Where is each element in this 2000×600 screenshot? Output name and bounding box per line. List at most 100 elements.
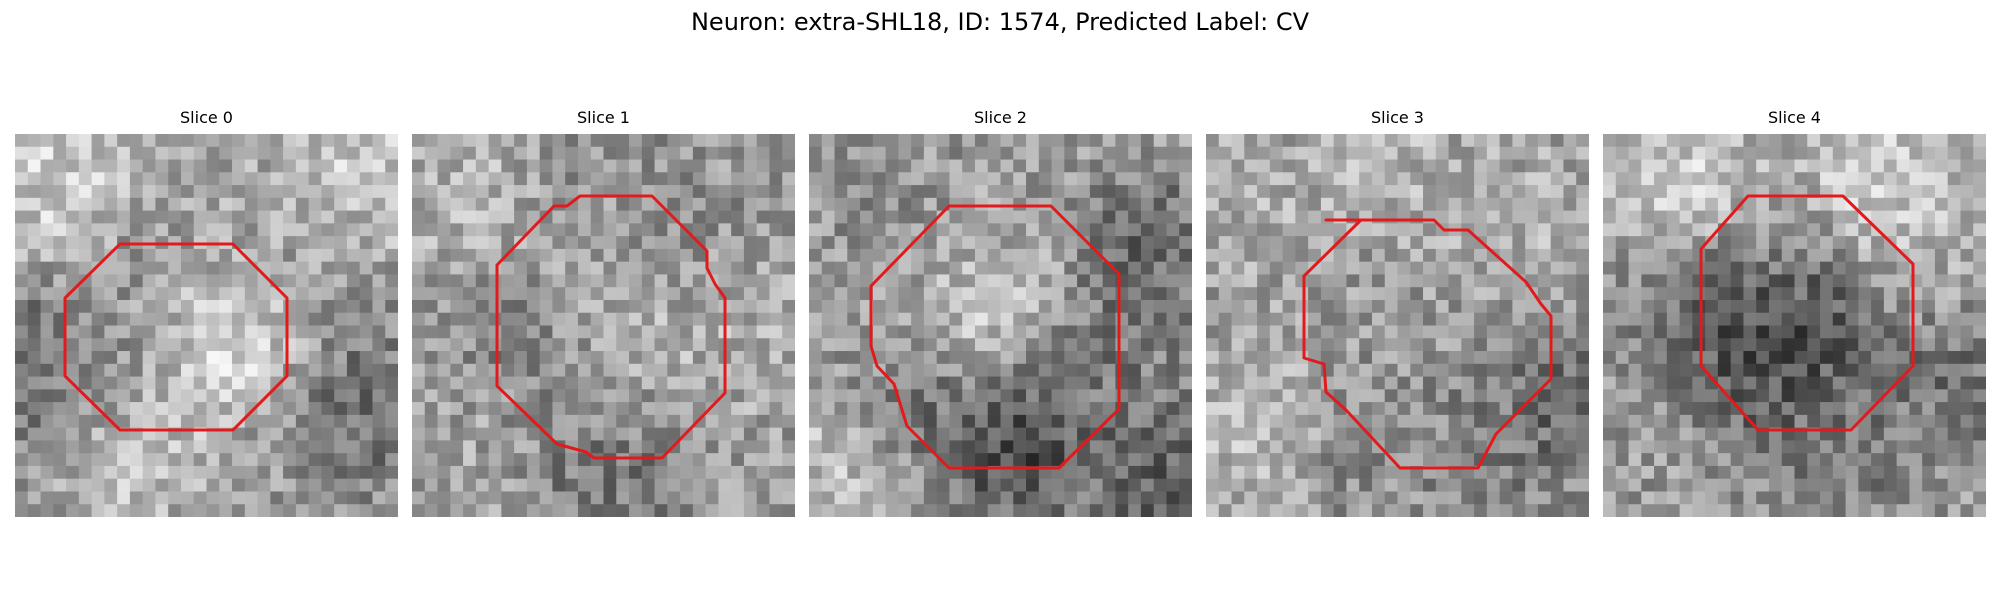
image-pixel: [295, 159, 310, 173]
image-pixel: [1641, 312, 1655, 327]
image-pixel: [1679, 440, 1693, 454]
image-pixel: [1206, 146, 1220, 161]
image-pixel: [295, 134, 310, 148]
image-pixel: [577, 299, 592, 314]
image-pixel: [117, 478, 131, 493]
image-pixel: [1435, 376, 1450, 390]
image-pixel: [1871, 197, 1885, 212]
image-pixel: [359, 325, 374, 339]
image-pixel: [1641, 504, 1655, 517]
image-pixel: [437, 504, 451, 517]
image-pixel: [1128, 197, 1142, 212]
image-pixel: [1346, 236, 1360, 250]
image-pixel: [1128, 453, 1142, 467]
image-pixel: [629, 363, 643, 378]
image-pixel: [1026, 223, 1040, 237]
image-pixel: [1628, 491, 1642, 505]
image-pixel: [1486, 299, 1501, 314]
image-pixel: [117, 299, 131, 314]
image-pixel: [1026, 363, 1040, 378]
image-pixel: [847, 299, 861, 314]
image-pixel: [834, 363, 848, 378]
image-pixel: [809, 146, 823, 161]
image-pixel: [308, 287, 322, 301]
image-pixel: [590, 427, 605, 441]
image-pixel: [117, 504, 131, 517]
image-pixel: [898, 351, 912, 365]
image-pixel: [1038, 312, 1053, 327]
image-pixel: [1128, 159, 1142, 173]
image-pixel: [1089, 402, 1104, 416]
image-pixel: [1448, 172, 1462, 186]
image-pixel: [232, 146, 246, 161]
image-pixel: [244, 210, 259, 224]
image-pixel: [283, 146, 297, 161]
image-pixel: [1308, 363, 1322, 378]
image-pixel: [1333, 299, 1348, 314]
image-pixel: [1909, 299, 1923, 314]
image-pixel: [283, 376, 297, 390]
image-pixel: [1679, 223, 1693, 237]
image-pixel: [1244, 185, 1258, 199]
image-pixel: [1883, 210, 1898, 224]
image-pixel: [1858, 261, 1872, 276]
image-pixel: [1038, 453, 1053, 467]
image-pixel: [1896, 351, 1910, 365]
image-pixel: [1397, 210, 1411, 224]
image-pixel: [1641, 236, 1655, 250]
image-pixel: [1858, 172, 1872, 186]
image-pixel: [1730, 197, 1745, 212]
image-pixel: [1807, 261, 1821, 276]
image-pixel: [692, 159, 707, 173]
image-pixel: [1922, 504, 1936, 517]
image-pixel: [359, 261, 374, 276]
image-pixel: [1435, 248, 1450, 263]
image-pixel: [78, 440, 93, 454]
image-pixel: [923, 491, 938, 505]
image-pixel: [1563, 453, 1577, 467]
image-pixel: [1000, 261, 1014, 276]
panel-title: Slice 2: [974, 108, 1027, 127]
image-pixel: [1794, 261, 1808, 276]
image-pixel: [1448, 210, 1462, 224]
image-pixel: [1692, 134, 1706, 148]
image-pixel: [1883, 491, 1898, 505]
image-pixel: [180, 465, 195, 480]
image-pixel: [667, 185, 681, 199]
image-pixel: [1308, 185, 1322, 199]
image-pixel: [206, 351, 220, 365]
image-pixel: [308, 453, 322, 467]
image-pixel: [1922, 389, 1936, 403]
image-pixel: [1666, 312, 1681, 327]
image-pixel: [1461, 453, 1475, 467]
image-pixel: [782, 287, 795, 301]
image-pixel: [1333, 261, 1348, 276]
image-pixel: [1563, 248, 1577, 263]
image-pixel: [1922, 197, 1936, 212]
image-pixel: [1692, 491, 1706, 505]
image-pixel: [847, 159, 861, 173]
image-pixel: [1115, 299, 1129, 314]
image-pixel: [705, 223, 719, 237]
image-pixel: [257, 159, 271, 173]
image-pixel: [1461, 210, 1475, 224]
image-pixel: [1947, 159, 1962, 173]
image-pixel: [78, 197, 93, 212]
image-pixel: [1179, 210, 1192, 224]
image-pixel: [1756, 248, 1770, 263]
image-pixel: [257, 440, 271, 454]
image-pixel: [769, 465, 783, 480]
image-pixel: [526, 363, 541, 378]
image-pixel: [641, 299, 656, 314]
image-pixel: [1705, 325, 1719, 339]
image-pixel: [1858, 274, 1872, 288]
image-pixel: [1384, 312, 1399, 327]
image-pixel: [1743, 465, 1757, 480]
image-pixel: [1359, 504, 1373, 517]
image-pixel: [1257, 465, 1271, 480]
image-pixel: [1140, 414, 1155, 429]
image-pixel: [1089, 159, 1104, 173]
image-pixel: [847, 363, 861, 378]
image-pixel: [667, 312, 681, 327]
image-pixel: [1371, 325, 1386, 339]
